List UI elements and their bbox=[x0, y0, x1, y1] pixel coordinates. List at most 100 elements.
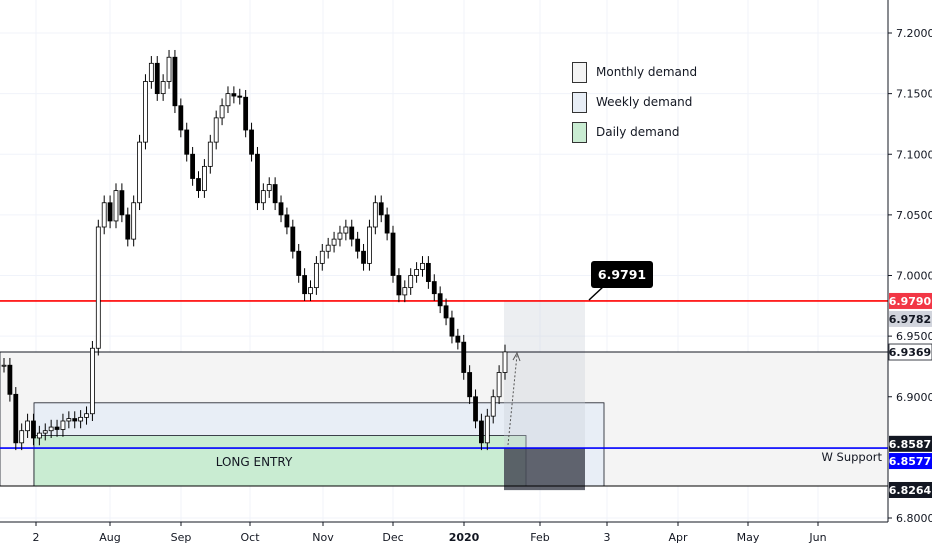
price-badge bbox=[889, 453, 932, 470]
candle-body bbox=[278, 202, 284, 216]
candle-body bbox=[296, 250, 302, 276]
y-tick-label: 7.2000 bbox=[896, 27, 932, 40]
candle-body bbox=[13, 393, 19, 444]
candle-body bbox=[425, 262, 431, 282]
candle-body bbox=[349, 226, 355, 240]
candle-body bbox=[260, 190, 266, 204]
candle-body bbox=[455, 335, 461, 343]
y-tick-label: 6.9000 bbox=[896, 391, 932, 404]
candle-body bbox=[284, 214, 290, 228]
candle-body bbox=[201, 165, 207, 192]
legend-swatch bbox=[572, 61, 587, 83]
candle-body bbox=[113, 190, 119, 222]
candle-body bbox=[125, 214, 131, 240]
candle-body bbox=[19, 430, 25, 444]
price-badge-label: 6.8264 bbox=[889, 484, 932, 497]
x-tick-label: Dec bbox=[382, 531, 403, 544]
callout-pointer bbox=[588, 285, 605, 301]
x-tick-label: Feb bbox=[530, 531, 549, 544]
candle-body bbox=[160, 81, 166, 95]
y-tick-label: 6.9500 bbox=[896, 330, 932, 343]
demand-zones: LONG ENTRY bbox=[0, 300, 889, 491]
long-entry-label: LONG ENTRY bbox=[216, 455, 293, 469]
candle-body bbox=[243, 96, 249, 131]
y-tick-label: 7.1000 bbox=[896, 148, 932, 161]
candle-body bbox=[496, 372, 502, 398]
legend-label-daily: Daily demand bbox=[596, 125, 680, 139]
candle-body bbox=[313, 262, 319, 289]
price-badge bbox=[889, 435, 932, 452]
candle-body bbox=[343, 226, 349, 234]
candle-body bbox=[367, 226, 372, 264]
candle-body bbox=[90, 347, 95, 415]
y-tick-label: 7.1500 bbox=[896, 88, 932, 101]
candle-body bbox=[131, 202, 137, 240]
candle-body bbox=[384, 214, 390, 234]
candle-body bbox=[137, 141, 142, 204]
x-tick-label: May bbox=[737, 531, 760, 544]
candle-body bbox=[42, 430, 48, 434]
y-tick-label: 7.0500 bbox=[896, 209, 932, 222]
grid bbox=[0, 0, 888, 522]
x-tick-label: 2 bbox=[33, 531, 40, 544]
y-tick-label: 7.0000 bbox=[896, 270, 932, 283]
candle-body bbox=[473, 396, 478, 422]
candle-body bbox=[319, 250, 325, 264]
x-tick-label: Oct bbox=[240, 531, 260, 544]
candle-body bbox=[337, 232, 343, 240]
candle-body bbox=[402, 287, 408, 296]
candle-body bbox=[461, 341, 467, 373]
candle-body bbox=[231, 93, 237, 97]
candle-body bbox=[84, 413, 89, 418]
daily-demand-zone bbox=[33, 435, 527, 487]
price-badge bbox=[889, 310, 932, 327]
candle-body bbox=[449, 317, 455, 337]
candle-body bbox=[31, 420, 36, 439]
legend-item: Daily demand bbox=[572, 117, 697, 147]
legend: Monthly demand Weekly demand Daily deman… bbox=[572, 57, 697, 147]
price-badge-label: 6.8587 bbox=[889, 438, 931, 451]
price-badge-label: 6.9790 bbox=[889, 295, 932, 308]
candle-body bbox=[178, 105, 184, 131]
candle-body bbox=[60, 420, 66, 430]
price-badge-label: 6.9782 bbox=[889, 313, 931, 326]
candle-body bbox=[154, 62, 160, 95]
candle-body bbox=[119, 190, 125, 216]
x-tick-label: Sep bbox=[171, 531, 192, 544]
candle-body bbox=[308, 287, 313, 295]
candle-body bbox=[408, 275, 414, 289]
support-label: W Support bbox=[822, 450, 883, 464]
candle-body bbox=[207, 141, 213, 167]
stop-box bbox=[504, 448, 585, 491]
candle-body bbox=[396, 275, 402, 296]
y-tick-label: 6.8000 bbox=[896, 512, 932, 525]
price-badge bbox=[889, 292, 932, 309]
x-tick-label: Nov bbox=[312, 531, 334, 544]
price-callout: 6.9791 bbox=[591, 261, 653, 288]
price-badge bbox=[889, 481, 932, 498]
candle-body bbox=[148, 62, 154, 82]
candle-body bbox=[7, 364, 13, 395]
candle-body bbox=[266, 184, 272, 192]
candle-body bbox=[361, 250, 366, 264]
target-box bbox=[504, 300, 585, 449]
candle-body bbox=[107, 202, 113, 222]
candle-body bbox=[490, 396, 496, 417]
price-badge-label: 6.8577 bbox=[889, 455, 931, 468]
candle-body bbox=[302, 275, 308, 295]
x-tick-label: 2020 bbox=[449, 531, 480, 544]
candle-body bbox=[331, 238, 337, 246]
candle-body bbox=[467, 372, 473, 398]
candle-body bbox=[484, 415, 490, 444]
candle-body bbox=[390, 232, 396, 276]
candle-body bbox=[190, 153, 196, 179]
candle-body bbox=[54, 426, 60, 430]
candle-body bbox=[101, 202, 107, 228]
candle-body bbox=[290, 226, 296, 252]
price-badge-label: 6.9369 bbox=[889, 346, 931, 359]
projection-arrow bbox=[507, 354, 518, 446]
candle-body bbox=[414, 269, 419, 276]
x-tick-label: Jun bbox=[808, 531, 826, 544]
